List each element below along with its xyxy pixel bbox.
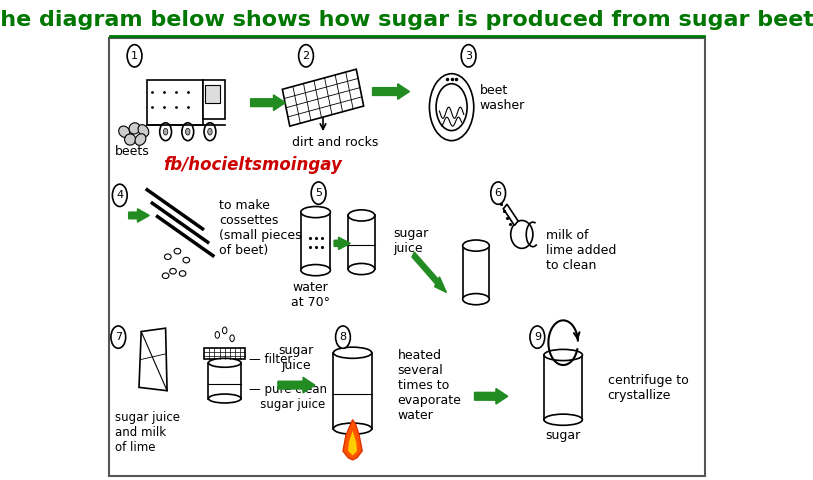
Polygon shape — [139, 328, 167, 391]
Ellipse shape — [333, 347, 372, 359]
Text: 8: 8 — [339, 332, 346, 342]
Bar — [333, 353, 372, 429]
Circle shape — [204, 123, 215, 141]
Ellipse shape — [208, 394, 241, 403]
Text: milk of
lime added
to clean: milk of lime added to clean — [546, 229, 616, 272]
Text: water
at 70°: water at 70° — [291, 281, 330, 309]
Polygon shape — [503, 204, 518, 226]
Text: fb/hocieltsmoingay: fb/hocieltsmoingay — [163, 156, 342, 174]
Text: dirt and rocks: dirt and rocks — [293, 136, 379, 149]
Text: 6: 6 — [494, 188, 502, 198]
Circle shape — [159, 123, 172, 141]
FancyArrow shape — [128, 209, 150, 222]
Bar — [348, 216, 375, 269]
Ellipse shape — [348, 264, 375, 275]
Circle shape — [311, 182, 326, 204]
Circle shape — [436, 84, 467, 131]
Circle shape — [163, 128, 167, 135]
Bar — [463, 246, 489, 299]
Text: — filter: — filter — [249, 353, 293, 366]
Text: The diagram below shows how sugar is produced from sugar beets: The diagram below shows how sugar is pro… — [0, 10, 813, 30]
Circle shape — [182, 123, 193, 141]
Ellipse shape — [163, 273, 169, 278]
Ellipse shape — [463, 294, 489, 305]
FancyArrow shape — [475, 388, 508, 404]
Ellipse shape — [333, 423, 372, 434]
Ellipse shape — [301, 206, 330, 217]
Ellipse shape — [511, 220, 533, 248]
Bar — [147, 80, 202, 125]
Text: 9: 9 — [534, 332, 541, 342]
Circle shape — [111, 326, 126, 348]
Text: to make
cossettes
(small pieces
of beet): to make cossettes (small pieces of beet) — [219, 199, 302, 257]
Ellipse shape — [119, 126, 130, 137]
Text: sugar juice
and milk
of lime: sugar juice and milk of lime — [115, 411, 180, 454]
FancyArrow shape — [278, 377, 315, 393]
Text: beet
washer: beet washer — [480, 84, 525, 112]
Polygon shape — [282, 69, 363, 126]
Circle shape — [491, 182, 506, 204]
Circle shape — [336, 326, 350, 348]
Ellipse shape — [463, 240, 489, 251]
Ellipse shape — [129, 123, 140, 134]
Ellipse shape — [164, 254, 172, 260]
Ellipse shape — [138, 125, 149, 137]
Circle shape — [185, 128, 190, 135]
Ellipse shape — [348, 210, 375, 221]
Ellipse shape — [208, 359, 241, 367]
Ellipse shape — [544, 414, 582, 425]
FancyArrow shape — [412, 252, 446, 292]
Text: 7: 7 — [115, 332, 122, 342]
Text: sugar
juice: sugar juice — [393, 227, 428, 254]
Bar — [205, 85, 220, 103]
Text: sugar: sugar — [546, 429, 580, 442]
Text: sugar
juice: sugar juice — [279, 344, 314, 372]
Polygon shape — [343, 420, 362, 460]
Ellipse shape — [301, 264, 330, 276]
Text: 3: 3 — [465, 51, 472, 61]
Circle shape — [429, 73, 474, 141]
Text: beets: beets — [115, 145, 150, 158]
Text: — pure clean
   sugar juice: — pure clean sugar juice — [249, 383, 327, 411]
FancyArrow shape — [334, 237, 350, 250]
Ellipse shape — [544, 349, 582, 360]
Ellipse shape — [180, 271, 186, 276]
Bar — [204, 348, 246, 360]
Text: heated
several
times to
evaporate
water: heated several times to evaporate water — [398, 349, 462, 422]
FancyArrow shape — [250, 95, 285, 110]
Bar — [301, 212, 330, 270]
Ellipse shape — [135, 134, 146, 145]
FancyArrow shape — [372, 84, 410, 99]
Polygon shape — [348, 431, 357, 456]
Ellipse shape — [170, 268, 176, 274]
Circle shape — [530, 326, 545, 348]
Bar — [208, 363, 241, 398]
Ellipse shape — [124, 134, 136, 145]
Circle shape — [298, 45, 313, 67]
Circle shape — [207, 128, 212, 135]
Text: 2: 2 — [302, 51, 310, 61]
Ellipse shape — [174, 248, 180, 254]
Circle shape — [127, 45, 142, 67]
Bar — [202, 80, 224, 120]
Text: centrifuge to
crystallize: centrifuge to crystallize — [607, 374, 689, 402]
Text: 1: 1 — [131, 51, 138, 61]
Ellipse shape — [183, 257, 189, 263]
Text: 4: 4 — [116, 191, 124, 200]
Circle shape — [112, 184, 127, 206]
Circle shape — [461, 45, 476, 67]
Text: 5: 5 — [315, 188, 322, 198]
Bar — [544, 355, 582, 420]
